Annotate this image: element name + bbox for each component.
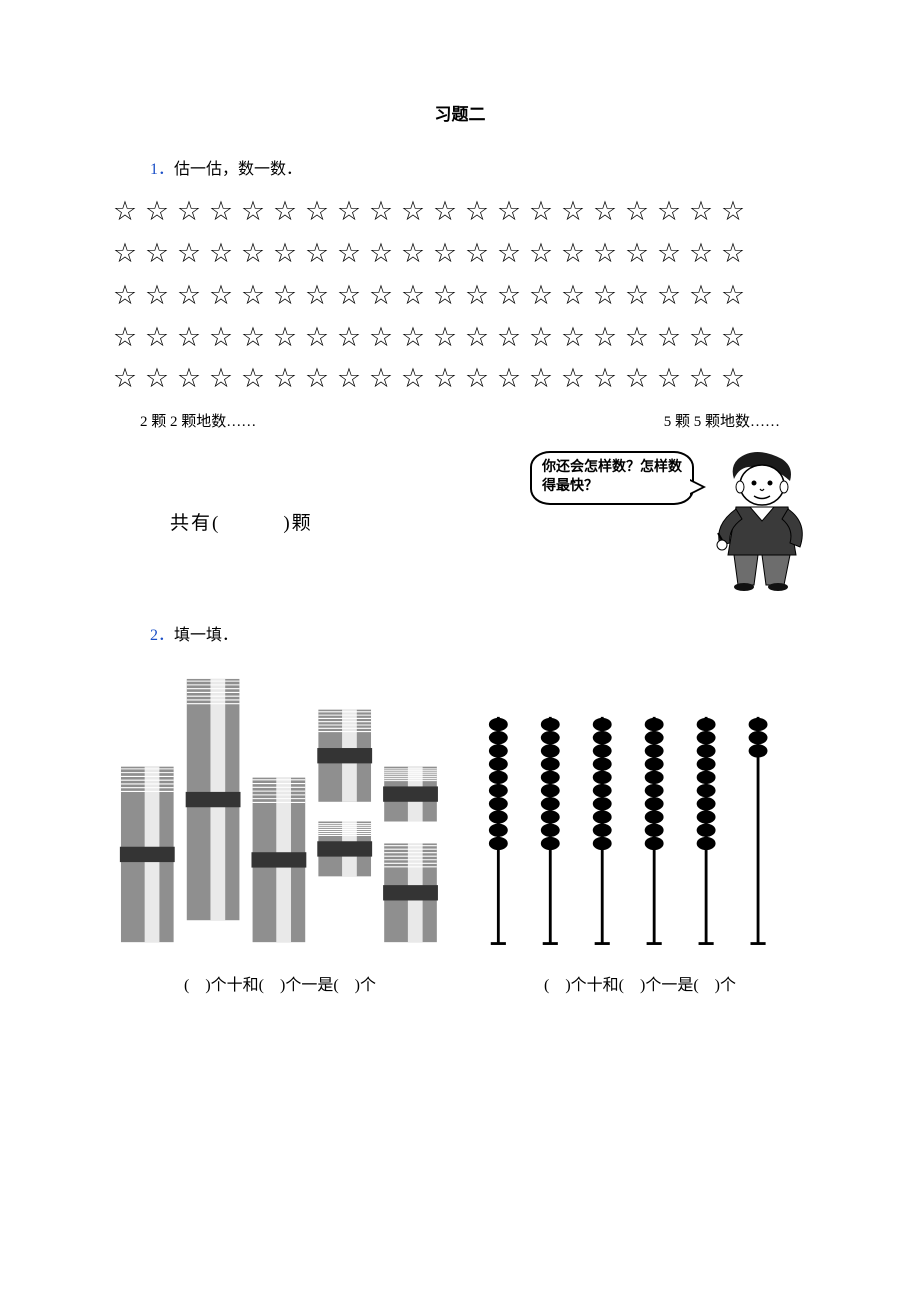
q2-fill-left: ( )个十和( )个一是( )个 [184, 971, 376, 995]
count-hint-right: 5 颗 5 颗地数…… [664, 410, 780, 431]
star-row: ☆☆☆☆☆☆☆☆☆☆☆☆☆☆☆☆☆☆☆☆ [110, 191, 810, 233]
q2-fill-right: ( )个十和( )个一是( )个 [544, 971, 736, 995]
star-row: ☆☆☆☆☆☆☆☆☆☆☆☆☆☆☆☆☆☆☆☆ [110, 317, 810, 359]
q2-prompt: 填一填． [174, 627, 238, 644]
star-row: ☆☆☆☆☆☆☆☆☆☆☆☆☆☆☆☆☆☆☆☆ [110, 233, 810, 275]
total-answer: 共有( )颗 [170, 508, 313, 535]
count-hint-left: 2 颗 2 颗地数…… [140, 410, 256, 431]
star-row: ☆☆☆☆☆☆☆☆☆☆☆☆☆☆☆☆☆☆☆☆ [110, 358, 810, 400]
star-row: ☆☆☆☆☆☆☆☆☆☆☆☆☆☆☆☆☆☆☆☆ [110, 275, 810, 317]
speech-bubble: 你还会怎样数？怎样数 得最快？ [530, 451, 694, 505]
worksheet-title: 习题二 [110, 100, 810, 125]
count-hints: 2 颗 2 颗地数…… 5 颗 5 颗地数…… [140, 410, 780, 431]
q1-heading: 1．估一估，数一数． [150, 155, 810, 179]
beads-figure [470, 698, 810, 953]
q1-prompt: 估一估，数一数． [174, 161, 302, 178]
q1-number: 1． [150, 161, 174, 178]
q2-heading: 2．填一填． [150, 621, 810, 645]
q2-number: 2． [150, 627, 174, 644]
boy-icon [700, 451, 810, 591]
sticks-figure [110, 657, 450, 953]
stars-grid: ☆☆☆☆☆☆☆☆☆☆☆☆☆☆☆☆☆☆☆☆☆☆☆☆☆☆☆☆☆☆☆☆☆☆☆☆☆☆☆☆… [110, 191, 810, 400]
